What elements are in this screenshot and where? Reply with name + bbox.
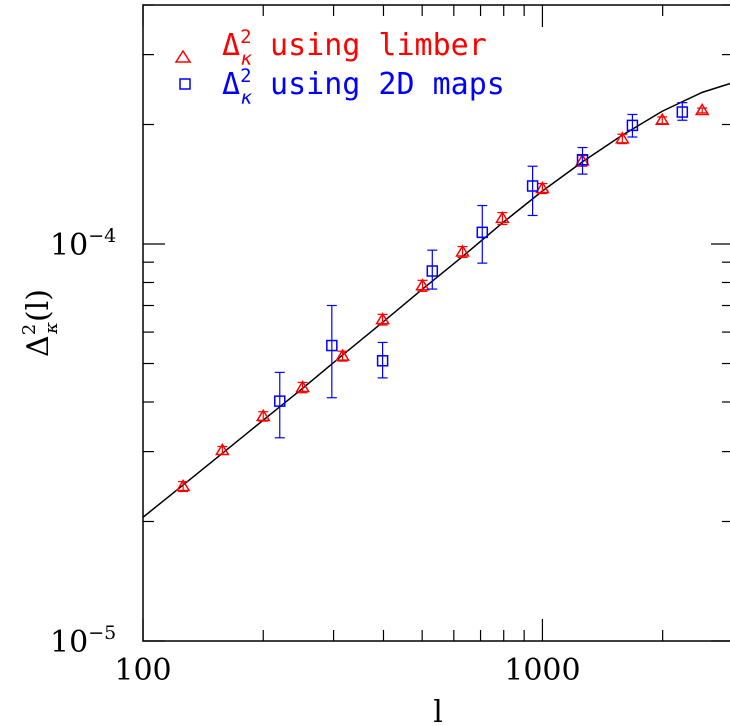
- y-tick-label-base: 10: [50, 625, 88, 660]
- triangle-marker: [215, 442, 230, 456]
- square-point: [426, 249, 439, 290]
- square-point: [326, 304, 338, 399]
- triangle-marker: [415, 278, 430, 291]
- square-marker: [526, 180, 539, 192]
- model-curve-layer: [142, 82, 730, 518]
- plot-frame: [142, 4, 730, 642]
- triangle-point: [694, 102, 710, 116]
- square-marker: [426, 265, 439, 277]
- y-tick-label-exponent: −5: [88, 622, 116, 644]
- square-point: [274, 371, 286, 439]
- x-tick-label: 1000: [504, 653, 580, 688]
- x-tick-label: 100: [114, 653, 171, 688]
- square-marker: [274, 395, 286, 407]
- legend-marker-square: [179, 78, 191, 90]
- data-points-layer: [175, 102, 710, 493]
- triangle-marker: [295, 380, 310, 393]
- y-tick-label-base: 10: [50, 228, 88, 263]
- y-tick-label: 10−4: [50, 225, 116, 263]
- triangle-marker: [375, 312, 390, 325]
- triangle-point: [495, 210, 510, 226]
- triangle-marker: [535, 181, 550, 194]
- legend-label-limber: Δ2 κ using limber: [222, 26, 487, 70]
- legend-marker-triangle: [174, 49, 192, 63]
- triangle-marker: [455, 244, 470, 257]
- legend: Δ2 κ using limber Δ2 κ using 2D maps: [174, 26, 505, 109]
- square-marker: [676, 106, 689, 118]
- square-marker: [626, 119, 639, 132]
- square-point: [476, 204, 489, 264]
- square-marker: [576, 154, 589, 166]
- square-point: [676, 102, 689, 121]
- triangle-point: [215, 442, 230, 456]
- y-axis-label: Δ2κ(l): [19, 289, 62, 357]
- square-marker: [476, 226, 489, 239]
- legend-item-limber: Δ2 κ using limber: [174, 26, 487, 70]
- triangle-point: [535, 181, 550, 195]
- square-marker: [376, 355, 389, 367]
- triangle-point: [375, 312, 390, 326]
- triangle-marker: [654, 112, 670, 125]
- triangle-point: [295, 380, 310, 394]
- triangle-point: [614, 131, 630, 145]
- x-axis-label: l: [433, 695, 443, 726]
- triangle-marker: [335, 348, 350, 361]
- square-point: [526, 165, 539, 217]
- triangle-marker: [495, 210, 510, 224]
- y-tick-label: 10−5: [50, 622, 116, 660]
- legend-item-2d-maps: Δ2 κ using 2D maps: [179, 65, 505, 109]
- triangle-point: [175, 479, 191, 493]
- triangle-marker: [255, 408, 271, 422]
- triangle-point: [255, 408, 271, 422]
- square-point: [376, 341, 389, 379]
- square-marker: [326, 339, 338, 352]
- triangle-marker: [694, 102, 710, 116]
- y-tick-label-exponent: −4: [88, 225, 116, 247]
- model-curve: [142, 82, 730, 518]
- square-point: [626, 113, 639, 138]
- triangle-marker: [175, 479, 191, 492]
- triangle-point: [455, 244, 470, 259]
- triangle-point: [335, 348, 350, 362]
- triangle-point: [415, 278, 430, 292]
- triangle-point: [654, 112, 670, 125]
- square-point: [576, 146, 589, 175]
- triangle-marker: [614, 131, 630, 144]
- legend-label-2d-maps: Δ2 κ using 2D maps: [222, 65, 505, 109]
